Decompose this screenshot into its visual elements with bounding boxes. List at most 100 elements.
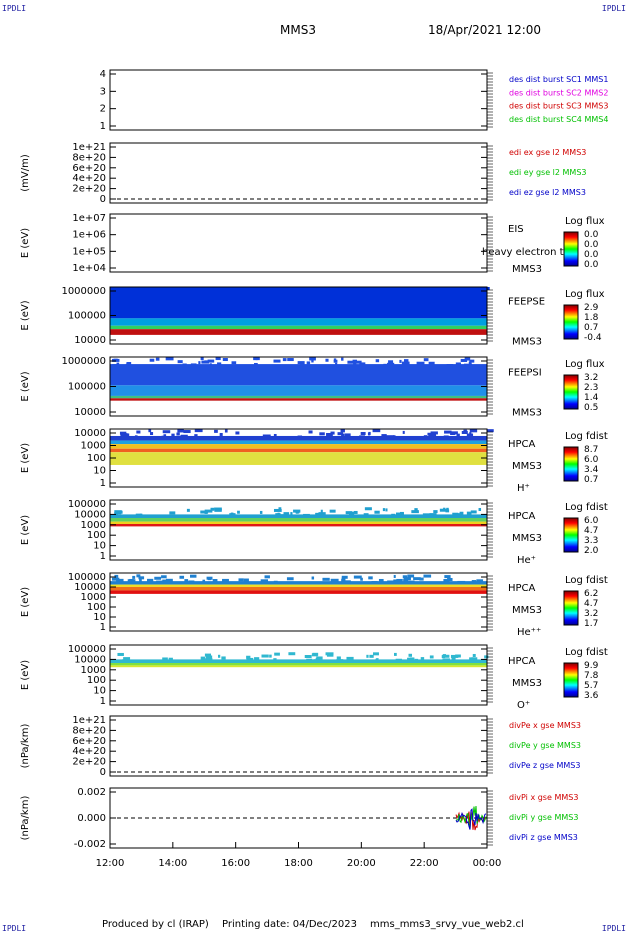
panel-5-speckle <box>200 357 204 361</box>
panel-1-legend-2: des dist burst SC2 MMS2 <box>509 88 608 97</box>
panel-5-speckle <box>198 361 201 365</box>
x-tick-label: 16:00 <box>221 858 250 869</box>
panel-8-speckle <box>111 577 120 581</box>
panel-5-speckle <box>177 360 183 364</box>
panel-3-ylabel: E (eV) <box>20 228 31 258</box>
panel-4-speckle <box>334 287 339 290</box>
panel-8-speckle <box>114 574 119 578</box>
panel-9-speckle <box>205 658 213 662</box>
panel-6-speckle <box>381 434 387 438</box>
panel-5-speckle <box>190 363 197 367</box>
panel-9-speckle <box>200 656 206 660</box>
panel-5-spacecraft: MMS3 <box>512 408 542 419</box>
panel-6-ylabel: E (eV) <box>20 443 31 473</box>
panel-3-colorbar <box>563 231 579 267</box>
panel-9-speckle <box>313 659 317 663</box>
panel-4-band-2 <box>110 318 487 326</box>
panel-4-speckle <box>392 287 397 290</box>
panel-5-speckle <box>222 358 228 362</box>
panel-5-speckle <box>460 358 468 362</box>
panel-7-ytick-label: 100 <box>87 530 106 541</box>
panel-7-speckle <box>429 513 437 517</box>
panel-2-ytick-label: 8e+20 <box>72 152 106 163</box>
panel-1-frame <box>109 69 488 131</box>
panel-8-speckle <box>286 577 294 581</box>
panel-3-instrument: EIS <box>508 224 524 235</box>
panel-11-ylabel: (nPa/km) <box>20 796 31 841</box>
panel-6-ytick-label: 1000 <box>81 441 106 452</box>
panel-6-speckle <box>326 433 333 437</box>
panel-9-speckle <box>326 653 334 657</box>
panel-8-colorbar-tick: 4.7 <box>584 599 598 609</box>
panel-6-speckle <box>428 433 437 437</box>
panel-9-ytick-label: 1 <box>100 696 106 707</box>
panel-5-speckle <box>335 362 338 366</box>
panel-6-speckle <box>308 430 313 434</box>
panel-5-speckle <box>463 363 472 367</box>
panel-9-speckle <box>168 657 173 661</box>
panel-2-ytick-label: 1e+21 <box>72 142 106 153</box>
panel-7-speckle <box>278 507 282 511</box>
panel-5-speckle <box>325 358 329 362</box>
panel-6-speckle <box>162 430 171 434</box>
panel-7-speckle <box>364 507 372 511</box>
panel-1-legend-4: des dist burst SC4 MMS4 <box>509 115 608 124</box>
panel-6-speckle <box>219 432 223 436</box>
panel-4-band-4 <box>110 329 487 335</box>
panel-6-speckle <box>262 434 271 438</box>
panel-7-speckle <box>119 510 123 514</box>
panel-7-speckle <box>259 510 263 514</box>
panel-9-speckle <box>442 658 451 662</box>
panel-4-instrument: FEEPSE <box>508 297 545 308</box>
panel-8-ytick-label: 1 <box>100 622 106 633</box>
panel-8-ytick-label: 100000 <box>68 572 106 583</box>
panel-5-speckle <box>404 359 409 363</box>
panel-9-speckle <box>246 655 251 659</box>
panel-8-speckle <box>132 575 136 579</box>
panel-7-colorbar-tick: 2.0 <box>584 546 599 556</box>
panel-6-speckle <box>372 429 381 433</box>
panel-5-speckle <box>209 363 212 367</box>
panel-8-speckle <box>188 580 195 584</box>
panel-1-legend-3: des dist burst SC3 MMS3 <box>509 102 608 111</box>
panel-7-speckle <box>315 512 321 516</box>
panel-5-speckle <box>341 357 344 361</box>
panel-9-species: O⁺ <box>517 700 530 711</box>
panel-8-speckle <box>371 580 378 584</box>
panel-6-speckle <box>466 433 474 437</box>
panel-4-ytick-label: 1000000 <box>61 286 106 297</box>
panel-9-ytick-label: 100 <box>87 675 106 686</box>
panel-6-speckle <box>134 435 138 439</box>
panel-7-speckle <box>116 511 122 515</box>
panel-8-speckle <box>136 574 141 578</box>
panel-4-colorbar-tick: 1.8 <box>584 313 599 323</box>
panel-8-speckle <box>471 580 477 584</box>
panel-2-ytick-label: 6e+20 <box>72 163 106 174</box>
panel-5-speckle <box>347 360 354 364</box>
panel-5-speckle <box>464 357 471 361</box>
panel-3-ytick-label: 1e+04 <box>72 263 106 274</box>
panel-4-speckle <box>343 287 347 290</box>
panel-9-colorbar-tick: 9.9 <box>584 661 599 671</box>
panel-5-instrument: FEEPSI <box>508 368 542 379</box>
panel-3-ytick-label: 1e+07 <box>72 213 106 224</box>
panel-4-speckle <box>322 287 328 290</box>
panel-8-speckle <box>393 574 396 578</box>
panel-5-speckle <box>253 357 258 361</box>
panel-5-speckle <box>375 359 380 363</box>
panel-4-speckle <box>153 287 159 290</box>
panel-5-colorbar <box>563 374 579 410</box>
panel-5-speckle <box>273 359 281 363</box>
panel-9-band-2 <box>110 663 487 666</box>
panel-9-speckle <box>414 658 419 662</box>
panel-4-speckle <box>448 287 456 290</box>
panel-7-band-3 <box>110 521 487 524</box>
panel-6-speckle <box>359 435 365 439</box>
panel-7-speckle <box>459 511 464 515</box>
panel-11-legend-2: divPi y gse MMS3 <box>509 813 578 822</box>
panel-2-ytick-label: 4e+20 <box>72 173 106 184</box>
panel-6-speckle <box>180 434 188 438</box>
panel-6-speckle <box>171 433 175 437</box>
panel-9-ytick-label: 100000 <box>68 644 106 655</box>
panel-5-speckle <box>255 357 260 361</box>
